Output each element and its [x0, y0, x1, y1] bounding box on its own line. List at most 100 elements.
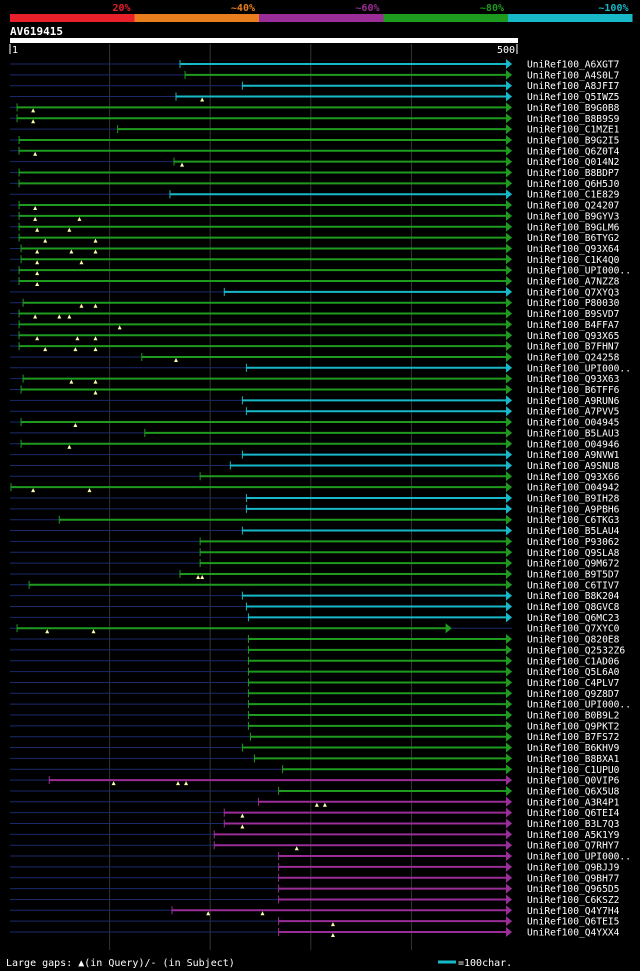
- hit-row[interactable]: UniRef100_Q965D5: [10, 883, 619, 896]
- hit-row[interactable]: UniRef100_Q6H5J0: [10, 178, 620, 190]
- hit-row[interactable]: UniRef100_C4PLV7: [10, 677, 620, 689]
- hit-label[interactable]: UniRef100_Q9BJJ9: [527, 862, 620, 873]
- hit-label[interactable]: UniRef100_Q7XYQ3: [527, 287, 620, 298]
- hit-label[interactable]: UniRef100_O04942: [527, 483, 619, 494]
- hit-label[interactable]: UniRef100_B0B9L2: [527, 711, 619, 722]
- hit-label[interactable]: UniRef100_A7NZZ8: [527, 277, 620, 288]
- hit-row[interactable]: UniRef100_Q9BJJ9: [10, 861, 620, 874]
- hit-label[interactable]: UniRef100_Q965D5: [527, 884, 619, 895]
- hit-label[interactable]: UniRef100_A9SNU8: [527, 461, 620, 472]
- hit-row[interactable]: UniRef100_B8B9S9: [10, 113, 620, 125]
- hit-row[interactable]: UniRef100_Q9BH77: [10, 872, 620, 885]
- hit-label[interactable]: UniRef100_A9RUN6: [527, 396, 620, 407]
- hit-row[interactable]: UniRef100_B3L7Q3: [10, 818, 620, 831]
- hit-row[interactable]: UniRef100_B9G2I5: [10, 134, 619, 147]
- hit-row[interactable]: UniRef100_A5K1Y9: [10, 829, 620, 841]
- hit-row[interactable]: UniRef100_C1K4Q0: [10, 254, 620, 266]
- hit-row[interactable]: UniRef100_Q93X64: [10, 243, 620, 255]
- hit-label[interactable]: UniRef100_O04946: [527, 439, 620, 450]
- hit-row[interactable]: UniRef100_B9T5D7: [10, 568, 620, 581]
- hit-label[interactable]: UniRef100_B8K204: [527, 591, 620, 602]
- hit-row[interactable]: UniRef100_Q9PKT2: [10, 720, 619, 733]
- hit-row[interactable]: UniRef100_B4FFA7: [10, 319, 620, 331]
- hit-label[interactable]: UniRef100_Q24207: [527, 201, 620, 212]
- hit-label[interactable]: UniRef100_B6TYG2: [527, 233, 619, 244]
- hit-label[interactable]: UniRef100_Q7RHY7: [527, 841, 620, 852]
- hit-label[interactable]: UniRef100_Q4YXX4: [527, 928, 620, 939]
- hit-row[interactable]: UniRef100_A8JFI7: [10, 80, 620, 93]
- hit-label[interactable]: UniRef100_B4FFA7: [527, 320, 620, 331]
- hit-label[interactable]: UniRef100_A8JFI7: [527, 81, 620, 92]
- hit-label[interactable]: UniRef100_B8BXA1: [527, 754, 620, 765]
- hit-row[interactable]: UniRef100_Q7XYC0: [10, 623, 620, 635]
- hit-label[interactable]: UniRef100_B8B9S9: [527, 114, 620, 125]
- hit-row[interactable]: UniRef100_P80030: [10, 297, 620, 310]
- hit-row[interactable]: UniRef100_A7PVV5: [10, 406, 619, 418]
- hit-row[interactable]: UniRef100_O04942: [10, 482, 619, 494]
- hit-label[interactable]: UniRef100_C4PLV7: [527, 678, 620, 689]
- hit-label[interactable]: UniRef100_Q6TEI4: [527, 808, 620, 819]
- hit-row[interactable]: UniRef100_Q93X66: [10, 471, 620, 483]
- hit-row[interactable]: UniRef100_B8BXA1: [10, 753, 620, 765]
- hit-label[interactable]: UniRef100_Q9Z8D7: [527, 689, 620, 700]
- hit-row[interactable]: UniRef100_B9GYV3: [10, 210, 620, 223]
- hit-row[interactable]: UniRef100_Q9M672: [10, 558, 619, 570]
- hit-row[interactable]: UniRef100_Q5L6A0: [10, 666, 620, 679]
- hit-row[interactable]: UniRef100_B5LAU4: [10, 525, 620, 538]
- hit-label[interactable]: UniRef100_Q6Z0T4: [527, 146, 620, 157]
- hit-row[interactable]: UniRef100_Q7RHY7: [10, 840, 620, 852]
- hit-label[interactable]: UniRef100_Q6TEI5: [527, 917, 619, 928]
- hit-label[interactable]: UniRef100_B9G0B8: [527, 103, 620, 114]
- hit-row[interactable]: UniRef100_B0B9L2: [10, 710, 619, 722]
- hit-label[interactable]: UniRef100_B5LAU3: [527, 428, 620, 439]
- hit-row[interactable]: UniRef100_B9SVD7: [10, 308, 620, 321]
- hit-row[interactable]: UniRef100_C1MZE1: [10, 124, 620, 136]
- hit-label[interactable]: UniRef100_Q9M672: [527, 559, 619, 570]
- hit-row[interactable]: UniRef100_A3R4P1: [10, 796, 620, 809]
- hit-label[interactable]: UniRef100_Q24258: [527, 352, 620, 363]
- hit-label[interactable]: UniRef100_Q6MC23: [527, 613, 620, 624]
- hit-label[interactable]: UniRef100_P80030: [527, 298, 620, 309]
- hit-row[interactable]: UniRef100_Q7XYQ3: [10, 286, 620, 299]
- hit-label[interactable]: UniRef100_A3R4P1: [527, 797, 620, 808]
- hit-label[interactable]: UniRef100_B7FS72: [527, 732, 619, 743]
- hit-row[interactable]: UniRef100_A6XGT7: [10, 59, 620, 71]
- hit-row[interactable]: UniRef100_Q820E8: [10, 634, 620, 646]
- hit-row[interactable]: UniRef100_A4S0L7: [10, 69, 620, 82]
- hit-row[interactable]: UniRef100_Q9SLA8: [10, 547, 620, 559]
- hit-label[interactable]: UniRef100_Q2532Z6: [527, 645, 625, 656]
- hit-label[interactable]: UniRef100_Q9SLA8: [527, 548, 620, 559]
- hit-label[interactable]: UniRef100_C1AD06: [527, 656, 620, 667]
- hit-row[interactable]: UniRef100_A9RUN6: [10, 395, 620, 407]
- hit-label[interactable]: UniRef100_C6TIV7: [527, 580, 620, 591]
- hit-row[interactable]: UniRef100_Q2532Z6: [10, 644, 625, 657]
- hit-row[interactable]: UniRef100_UPI000..: [10, 851, 631, 863]
- hit-row[interactable]: UniRef100_A9SNU8: [10, 460, 620, 472]
- hit-row[interactable]: UniRef100_O04945: [10, 417, 619, 429]
- hit-label[interactable]: UniRef100_A9PBH6: [527, 504, 620, 515]
- hit-label[interactable]: UniRef100_UPI000..: [527, 363, 631, 374]
- hit-row[interactable]: UniRef100_C1UPU0: [10, 764, 620, 776]
- hit-row[interactable]: UniRef100_A9PBH6: [10, 503, 620, 515]
- hit-label[interactable]: UniRef100_B9IH28: [527, 494, 620, 505]
- hit-row[interactable]: UniRef100_B9G0B8: [10, 102, 620, 114]
- hit-label[interactable]: UniRef100_UPI000..: [527, 266, 631, 277]
- hit-row[interactable]: UniRef100_Q0VIP6: [10, 775, 620, 787]
- hit-label[interactable]: UniRef100_C1K4Q0: [527, 255, 620, 266]
- hit-label[interactable]: UniRef100_Q6H5J0: [527, 179, 620, 190]
- hit-label[interactable]: UniRef100_Q93X65: [527, 331, 619, 342]
- hit-row[interactable]: UniRef100_C6TIV7: [10, 579, 620, 592]
- hit-row[interactable]: UniRef100_B6TFF6: [10, 384, 620, 397]
- hit-label[interactable]: UniRef100_P93062: [527, 537, 619, 548]
- hit-row[interactable]: UniRef100_B7FHN7: [10, 341, 620, 353]
- hit-label[interactable]: UniRef100_Q5IWZ5: [527, 92, 619, 103]
- hit-row[interactable]: UniRef100_Q014N2: [10, 156, 619, 169]
- hit-label[interactable]: UniRef100_Q7XYC0: [527, 624, 620, 635]
- hit-row[interactable]: UniRef100_UPI000..: [10, 699, 631, 711]
- hit-label[interactable]: UniRef100_Q014N2: [527, 157, 619, 168]
- hit-label[interactable]: UniRef100_Q0VIP6: [527, 776, 620, 787]
- hit-row[interactable]: UniRef100_Q4Y7H4: [10, 905, 620, 917]
- hit-label[interactable]: UniRef100_Q6X5U8: [527, 786, 620, 797]
- hit-row[interactable]: UniRef100_B8BDP7: [10, 167, 620, 180]
- hit-row[interactable]: UniRef100_Q4YXX4: [10, 927, 620, 939]
